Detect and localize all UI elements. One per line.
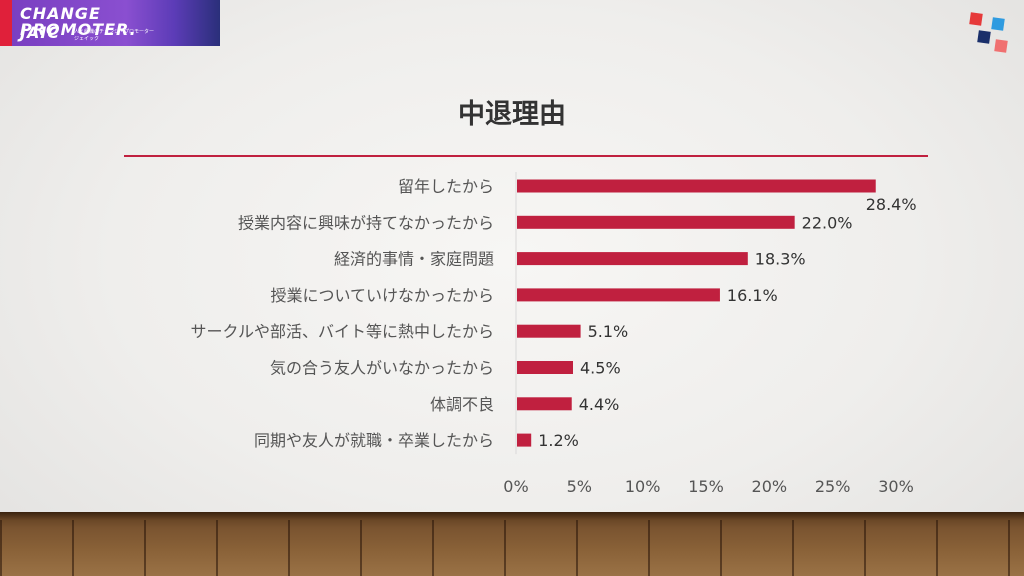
wooden-floor [0, 512, 1024, 576]
value-label: 16.1% [727, 286, 778, 305]
value-label: 1.2% [538, 431, 579, 450]
x-tick-label: 25% [815, 477, 851, 496]
value-label: 4.5% [580, 359, 621, 378]
x-tick-label: 15% [688, 477, 724, 496]
logo-body: CHANGE PROMOTER. JAIC 人と組織のチェンジ・プロモーター ジ… [12, 0, 220, 46]
title-underline [124, 155, 928, 157]
category-label: サークルや部活、バイト等に熱中したから [190, 322, 494, 341]
x-tick-label: 5% [567, 477, 592, 496]
category-label: 授業内容に興味が持てなかったから [238, 213, 494, 232]
bar [517, 215, 795, 229]
bar [517, 433, 532, 447]
x-tick-label: 0% [503, 477, 528, 496]
logo-tagline1: 人と組織のチェンジ・プロモーター [74, 29, 155, 35]
category-label: 授業についていけなかったから [270, 286, 494, 305]
logo-tagline2: ジェイック [74, 36, 100, 42]
bar [517, 324, 581, 338]
bar [517, 179, 876, 193]
logo-stripe [0, 0, 12, 46]
value-label: 28.4% [866, 195, 917, 214]
category-label: 気の合う友人がいなかったから [270, 359, 494, 378]
bar [517, 252, 748, 266]
category-label: 体調不良 [430, 395, 494, 414]
value-label: 18.3% [755, 250, 806, 269]
x-tick-label: 20% [752, 477, 788, 496]
bar-chart: 留年したから 28.4% 授業内容に興味が持てなかったから 22.0% 経済的事情・家庭… [190, 172, 917, 496]
category-label: 同期や友人が就職・卒業したから [254, 431, 494, 450]
logo-line1: CHANGE PROMOTER. [20, 4, 137, 39]
bar [517, 397, 572, 411]
x-tick-label: 10% [625, 477, 661, 496]
value-label: 5.1% [588, 322, 629, 341]
x-tick-label: 30% [878, 477, 914, 496]
chart-title: 中退理由 [458, 99, 566, 130]
value-label: 22.0% [802, 213, 853, 232]
logo-line2: JAIC [20, 23, 61, 42]
bar [517, 288, 720, 302]
category-label: 経済的事情・家庭問題 [334, 250, 494, 269]
value-label: 4.4% [579, 395, 620, 414]
bar [517, 361, 573, 374]
company-logo: CHANGE PROMOTER. JAIC 人と組織のチェンジ・プロモーター ジ… [0, 0, 220, 46]
category-label: 留年したから [398, 177, 494, 196]
